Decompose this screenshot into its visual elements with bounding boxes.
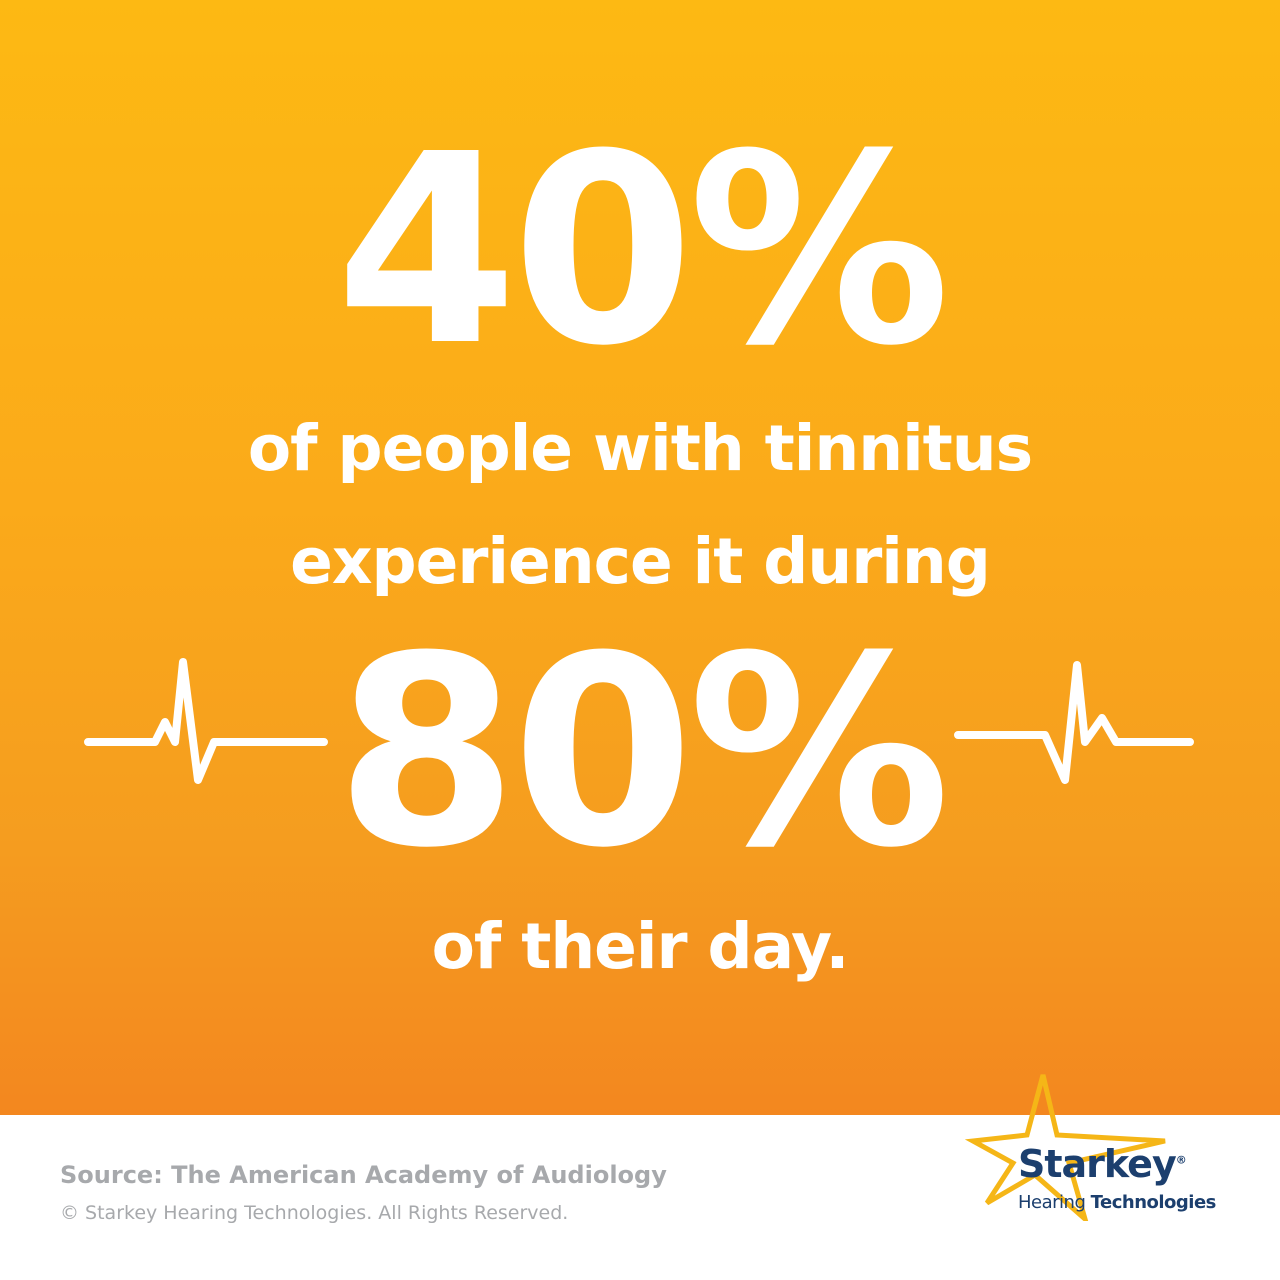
source-citation: Source: The American Academy of Audiolog…: [60, 1161, 667, 1189]
star-icon: [965, 1074, 1166, 1221]
headline-line-1: of people with tinnitus: [247, 412, 1033, 485]
heartbeat-line-icon: [954, 661, 1194, 784]
headline-line-2: experience it during: [290, 525, 991, 598]
stat-percentage-2: 80%: [335, 600, 950, 905]
headline-line-3: of their day.: [431, 910, 850, 983]
tagline-bold: Technologies: [1090, 1192, 1217, 1213]
registered-mark: ®: [1175, 1153, 1187, 1167]
infographic-panel: 40% of people with tinnitus experience i…: [0, 0, 1280, 1115]
starkey-logo: Starkey® Hearing Technologies: [965, 1071, 1235, 1221]
tagline-regular: Hearing: [1018, 1192, 1086, 1213]
brand-name: Starkey®: [1018, 1145, 1187, 1183]
stat-percentage-1: 40%: [335, 98, 950, 403]
brand-name-text: Starkey: [1018, 1142, 1177, 1186]
footer: Source: The American Academy of Audiolog…: [0, 1074, 1280, 1280]
heartbeat-line-icon: [84, 658, 328, 784]
copyright-notice: © Starkey Hearing Technologies. All Righ…: [60, 1202, 569, 1224]
brand-tagline: Hearing Technologies: [1018, 1194, 1216, 1212]
